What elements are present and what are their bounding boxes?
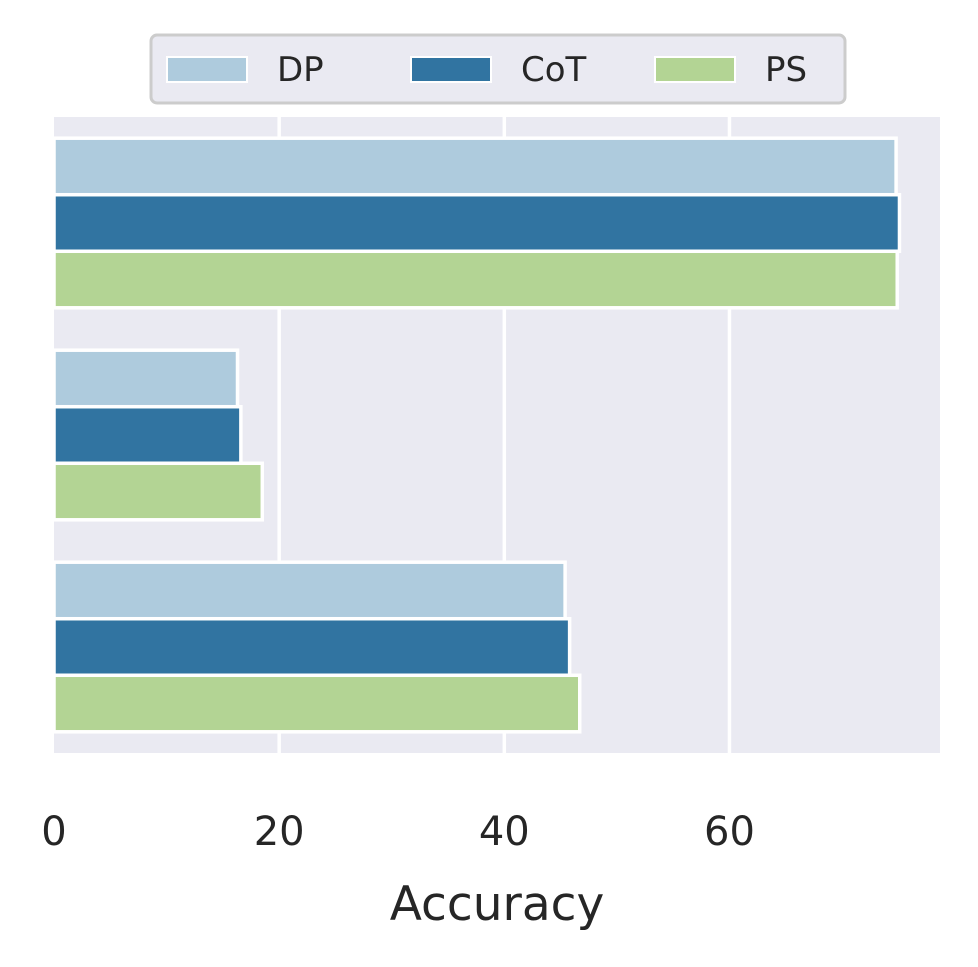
legend-frame	[149, 33, 847, 105]
legend: DP CoT PS	[149, 33, 847, 105]
bar-ps-0	[52, 249, 899, 310]
legend-swatch-cot	[410, 56, 492, 83]
bar-dp-2	[52, 560, 567, 621]
x-tick-labels: 0 20 40 60	[41, 809, 755, 855]
bar-cot-1	[52, 404, 243, 466]
legend-label-ps: PS	[765, 50, 807, 90]
legend-label-cot: CoT	[521, 50, 587, 90]
x-axis-label: Accuracy	[390, 877, 605, 932]
x-tick-label-1: 20	[254, 809, 305, 855]
bar-dp-1	[52, 348, 240, 409]
bar-cot-2	[52, 616, 572, 678]
legend-label-dp: DP	[277, 50, 324, 90]
x-tick-label-0: 0	[41, 809, 66, 855]
x-tick-label-2: 40	[479, 809, 530, 855]
bars	[52, 136, 902, 734]
bar-cot-0	[52, 192, 902, 254]
x-tick-label-3: 60	[704, 809, 755, 855]
legend-swatch-dp	[166, 56, 248, 83]
legend-swatch-ps	[654, 56, 736, 83]
bar-dp-0	[52, 136, 898, 197]
legend-items: DP CoT PS	[166, 50, 807, 90]
bar-ps-1	[52, 461, 265, 522]
bar-ps-2	[52, 673, 582, 734]
